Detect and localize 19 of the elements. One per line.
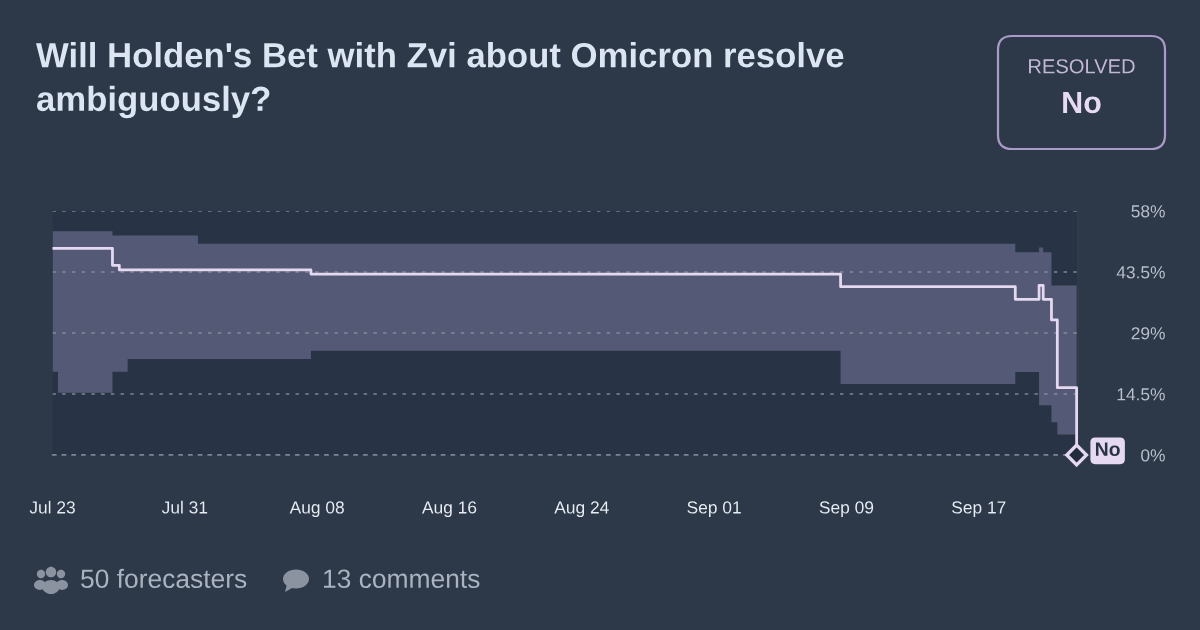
- y-tick-label: 58%: [1131, 205, 1165, 218]
- y-tick-label: 29%: [1131, 327, 1165, 340]
- text: 13 comments: [324, 569, 480, 589]
- x-tick-label: Jul 23: [29, 500, 75, 514]
- x-tick-label: Aug 24: [554, 501, 609, 518]
- y-tick-label: 43.5%: [1116, 266, 1165, 279]
- y-tick-label: 14.5%: [1117, 388, 1165, 401]
- text: 50 forecasters: [81, 568, 247, 589]
- x-tick-label: Aug 16: [421, 501, 477, 518]
- chart-title: Will Holden's Bet with Zvi about Omicron resolve ambiguously?: [36, 42, 844, 119]
- x-tick-label: Aug 08: [289, 501, 344, 518]
- text: No: [1063, 91, 1101, 114]
- annotation: No: [1095, 442, 1120, 457]
- y-tick-label: 0%: [1141, 449, 1165, 462]
- x-tick-label: Jul 31: [161, 500, 208, 514]
- text: RESOLVED: [1029, 59, 1135, 74]
- x-tick-label: Sep 17: [952, 501, 1006, 518]
- x-tick-label: Sep 09: [819, 501, 874, 518]
- x-tick-label: Sep 01: [687, 501, 741, 518]
